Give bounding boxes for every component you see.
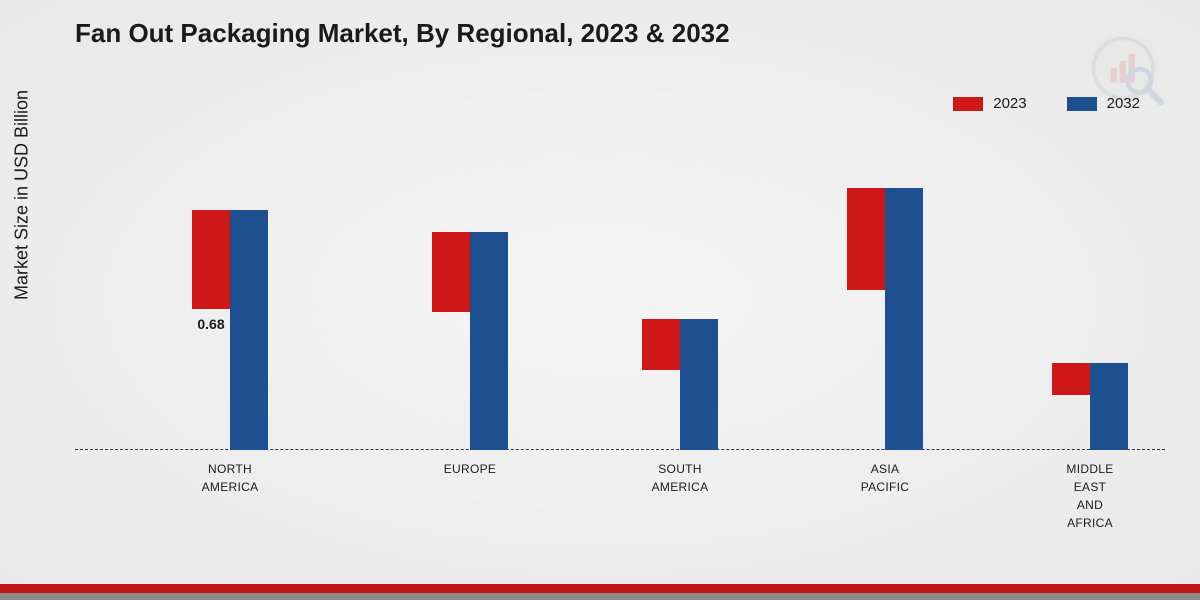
bar: [1052, 363, 1090, 395]
bar-group: [630, 319, 730, 450]
footer-bottom-stripe: [0, 593, 1200, 600]
bar-group: [420, 232, 520, 450]
x-axis-label: NORTHAMERICA: [170, 460, 290, 496]
bar: [1090, 363, 1128, 450]
x-axis-label: SOUTHAMERICA: [620, 460, 740, 496]
legend-label: 2023: [993, 95, 1026, 112]
legend-swatch-2032: [1067, 97, 1097, 111]
y-axis-label: Market Size in USD Billion: [12, 90, 33, 300]
bar-data-label: 0.68: [197, 316, 224, 332]
bar: [642, 319, 680, 370]
plot-area: 0.68: [75, 130, 1165, 450]
x-axis-label: EUROPE: [410, 460, 530, 478]
bar: [192, 210, 230, 309]
bar: [885, 188, 923, 450]
footer-top-stripe: [0, 584, 1200, 593]
x-axis-label: MIDDLEEASTANDAFRICA: [1030, 460, 1150, 532]
bar-group: [1040, 363, 1140, 450]
legend-swatch-2023: [953, 97, 983, 111]
legend-label: 2032: [1107, 95, 1140, 112]
bar: [680, 319, 718, 450]
chart-page: Fan Out Packaging Market, By Regional, 2…: [0, 0, 1200, 600]
x-axis-labels: NORTHAMERICA EUROPE SOUTHAMERICA ASIAPACIFI…: [75, 460, 1165, 550]
bar: [470, 232, 508, 450]
bar: [432, 232, 470, 312]
bar: [847, 188, 885, 290]
chart-title: Fan Out Packaging Market, By Regional, 2…: [75, 18, 730, 49]
footer-bar: [0, 584, 1200, 600]
legend-item-2032: 2032: [1067, 95, 1140, 112]
bar-group: [180, 210, 280, 450]
bar-group: [835, 188, 935, 450]
legend-item-2023: 2023: [953, 95, 1026, 112]
bar: [230, 210, 268, 450]
x-axis-label: ASIAPACIFIC: [825, 460, 945, 496]
legend: 2023 2032: [953, 95, 1140, 112]
